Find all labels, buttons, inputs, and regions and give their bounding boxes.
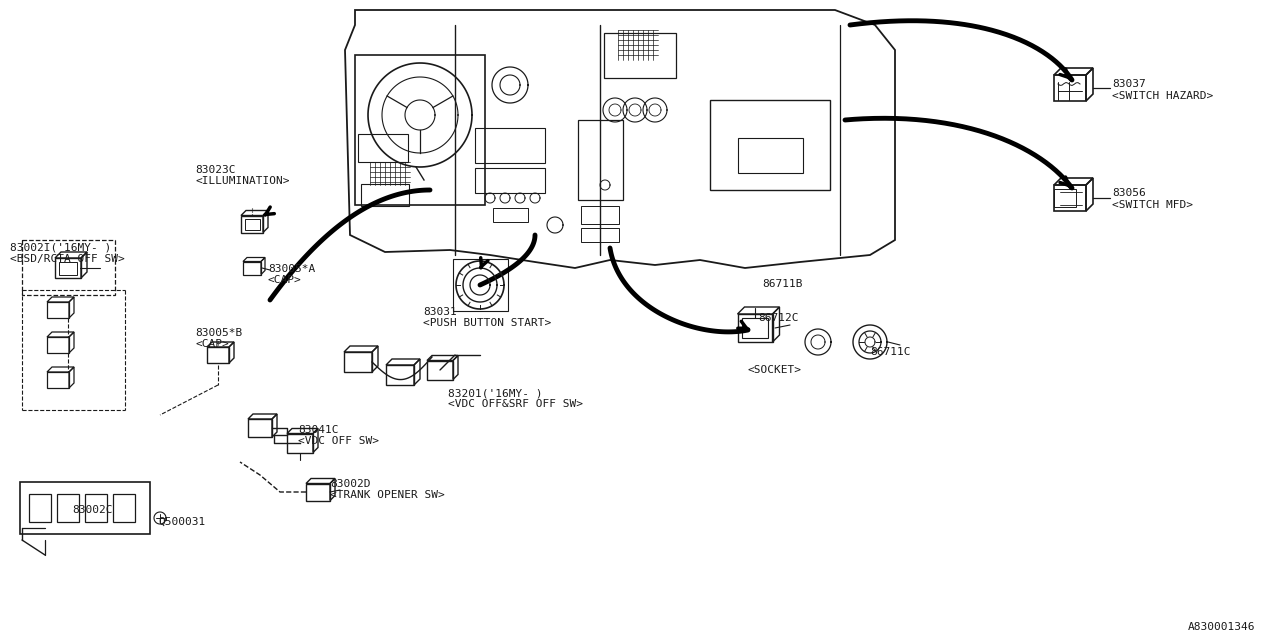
Bar: [358, 134, 408, 162]
Bar: [581, 228, 620, 242]
Text: 83002C: 83002C: [72, 505, 113, 515]
Polygon shape: [346, 10, 895, 268]
Bar: [361, 184, 410, 206]
Text: 86712C: 86712C: [758, 313, 799, 323]
Text: 83031: 83031: [422, 307, 457, 317]
Text: <SWITCH HAZARD>: <SWITCH HAZARD>: [1112, 91, 1213, 101]
Bar: [475, 168, 545, 193]
Text: <PUSH BUTTON START>: <PUSH BUTTON START>: [422, 318, 552, 328]
Text: 83002D: 83002D: [330, 479, 370, 489]
Text: 83005*B: 83005*B: [195, 328, 242, 338]
Bar: [604, 33, 676, 77]
Text: 86711C: 86711C: [870, 347, 910, 357]
Bar: [475, 127, 545, 163]
Bar: [355, 55, 485, 205]
Text: Q500031: Q500031: [157, 517, 205, 527]
Text: 83002I('16MY- ): 83002I('16MY- ): [10, 242, 111, 252]
Text: A830001346: A830001346: [1188, 622, 1254, 632]
Bar: [59, 262, 77, 275]
Bar: [577, 120, 622, 200]
Text: <TRANK OPENER SW>: <TRANK OPENER SW>: [330, 490, 444, 500]
Bar: [29, 494, 51, 522]
Bar: [453, 259, 507, 311]
Bar: [581, 206, 620, 224]
Text: 83056: 83056: [1112, 188, 1146, 198]
Text: 83023C: 83023C: [195, 165, 236, 175]
Text: 83037: 83037: [1112, 79, 1146, 89]
Bar: [493, 208, 527, 222]
Bar: [84, 494, 108, 522]
Text: <ILLUMINATION>: <ILLUMINATION>: [195, 176, 289, 186]
Bar: [742, 318, 768, 338]
Bar: [710, 100, 829, 190]
Text: 83041C: 83041C: [298, 425, 338, 435]
Bar: [1053, 189, 1076, 207]
Text: 83201('16MY- ): 83201('16MY- ): [448, 388, 543, 398]
Bar: [737, 138, 803, 173]
Text: 83005*A: 83005*A: [268, 264, 315, 274]
Bar: [20, 482, 150, 534]
Text: 86711B: 86711B: [762, 279, 803, 289]
Text: <VDC OFF SW>: <VDC OFF SW>: [298, 436, 379, 446]
Text: <SWITCH MFD>: <SWITCH MFD>: [1112, 200, 1193, 210]
Bar: [58, 494, 79, 522]
Text: <SOCKET>: <SOCKET>: [748, 365, 803, 375]
Text: <CAP>: <CAP>: [268, 275, 302, 285]
Bar: [244, 218, 260, 230]
Bar: [113, 494, 134, 522]
Text: <VDC OFF&SRF OFF SW>: <VDC OFF&SRF OFF SW>: [448, 399, 582, 409]
Text: <CAP>: <CAP>: [195, 339, 229, 349]
Text: <BSD/RCTA OFF SW>: <BSD/RCTA OFF SW>: [10, 254, 124, 264]
